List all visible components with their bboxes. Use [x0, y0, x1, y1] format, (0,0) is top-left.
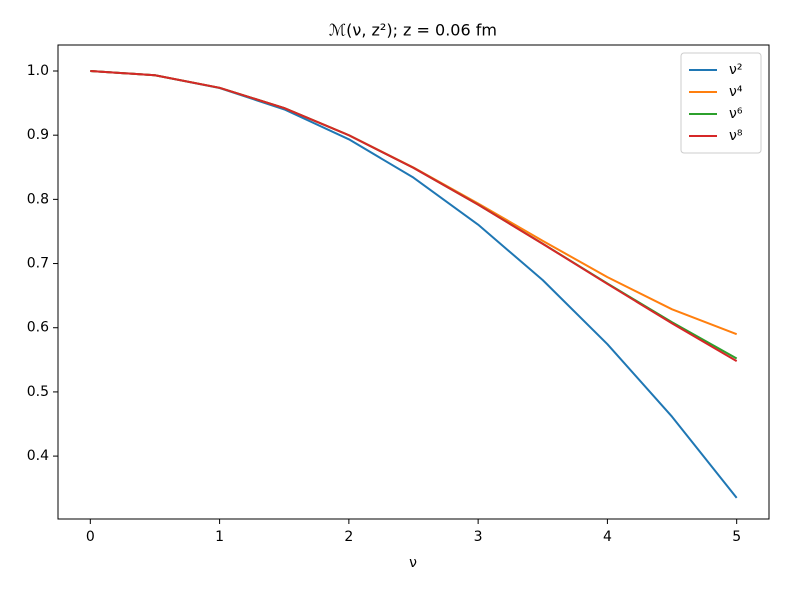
- series-line: [90, 69, 738, 362]
- legend-label: ν⁶: [729, 106, 743, 122]
- x-tick-label: 0: [86, 529, 95, 545]
- y-tick-label: 0.8: [27, 191, 49, 207]
- x-tick-label: 2: [344, 529, 353, 545]
- legend-box: [680, 52, 762, 154]
- plot-frame: [57, 44, 770, 520]
- x-axis-label: ν: [409, 555, 417, 571]
- legend-label: ν⁴: [729, 84, 743, 100]
- y-tick-label: 0.7: [27, 256, 49, 272]
- legend: ν² ν⁴ ν⁶ ν⁸: [680, 52, 762, 154]
- y-tick-label: 0.9: [27, 127, 49, 143]
- legend-label: ν⁸: [729, 128, 743, 144]
- x-tick-label: 3: [474, 529, 483, 545]
- x-tick-label: 1: [215, 529, 224, 545]
- y-tick-label: 0.6: [27, 320, 49, 336]
- chart-title: ℳ(ν, z²); z = 0.06 fm: [329, 21, 497, 40]
- x-tick-label: 5: [732, 529, 741, 545]
- legend-label: ν²: [729, 62, 742, 78]
- y-tick-label: 1.0: [27, 63, 49, 79]
- x-tick-label: 4: [603, 529, 612, 545]
- y-tick-label: 0.4: [27, 448, 49, 464]
- y-tick-label: 0.5: [27, 384, 49, 400]
